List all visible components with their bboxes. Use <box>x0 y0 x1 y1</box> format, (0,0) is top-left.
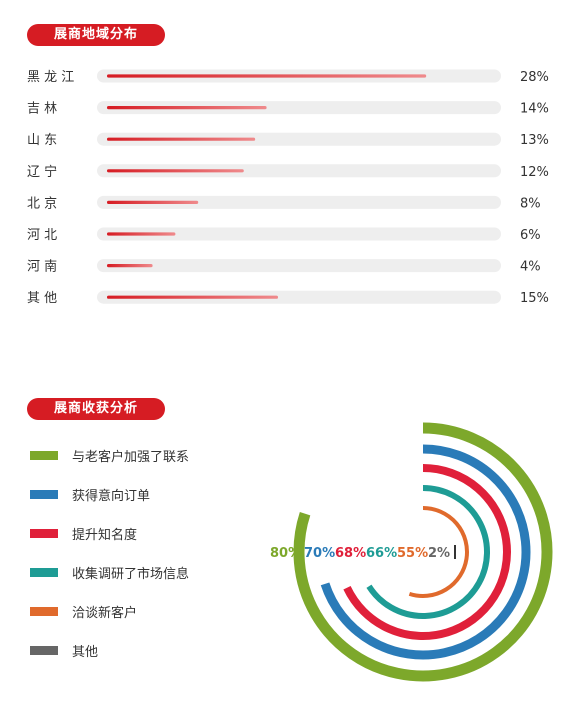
region-bar-track <box>97 132 501 146</box>
legend-swatch <box>30 489 58 499</box>
region-bar <box>107 74 427 78</box>
region-bar-track <box>97 259 501 273</box>
outcome-arc <box>343 464 511 640</box>
region-section-title: 展商地域分布 <box>27 24 165 46</box>
legend-swatch <box>30 567 58 577</box>
region-label: 北 京 <box>27 196 57 211</box>
outcome-arc <box>408 506 469 598</box>
legend-label: 与老客户加强了联系 <box>72 449 190 465</box>
legend-label: 洽谈新客户 <box>72 605 138 621</box>
region-bar-track <box>97 195 501 209</box>
region-bar <box>107 106 267 110</box>
region-value-label: 28% <box>520 70 549 85</box>
legend-item: 提升知名度 <box>30 523 260 543</box>
region-label: 河 南 <box>27 259 57 275</box>
region-bar <box>107 295 278 299</box>
region-label: 其 他 <box>27 291 57 306</box>
region-value-label: 4% <box>520 260 541 275</box>
region-value-label: 13% <box>520 133 549 148</box>
region-bar-track <box>97 290 501 304</box>
outcome-arc <box>293 422 553 682</box>
region-bar <box>107 137 256 141</box>
legend-item: 获得意向订单 <box>30 484 260 504</box>
region-label: 黑 龙 江 <box>27 70 74 85</box>
region-label: 河 北 <box>27 228 57 243</box>
outcome-percent-label: 66% <box>366 546 397 561</box>
legend-swatch <box>30 450 58 460</box>
region-value-label: 14% <box>520 102 549 117</box>
region-bar-chart: 黑 龙 江 28% 吉 林 14% 山 东 13% 辽 宁 12% 北 京 8% 河 北 6% 河 南 4… <box>27 69 549 306</box>
legend-item: 其他 <box>30 640 260 660</box>
region-bar <box>107 200 199 204</box>
region-bar <box>107 169 244 173</box>
outcome-percent-label: 80% <box>270 546 301 561</box>
region-bar <box>107 264 153 268</box>
outcome-arc <box>320 444 531 660</box>
region-label: 山 东 <box>27 133 57 148</box>
region-bar <box>107 232 176 236</box>
legend-swatch <box>30 528 58 538</box>
legend-label: 其他 <box>72 644 99 660</box>
region-bar-track <box>97 164 501 178</box>
region-label: 辽 宁 <box>27 164 57 180</box>
region-bar-track <box>97 101 501 115</box>
region-value-label: 15% <box>520 291 549 306</box>
region-value-label: 8% <box>520 196 541 211</box>
region-bar-track <box>97 227 501 241</box>
outcome-percent-label: 70% <box>304 546 335 561</box>
legend-item: 收集调研了市场信息 <box>30 562 260 582</box>
outcome-percent-label: 68% <box>335 546 366 561</box>
outcome-arc <box>366 485 490 619</box>
outcome-section-title: 展商收获分析 <box>27 398 165 420</box>
legend-swatch <box>30 645 58 655</box>
legend-label: 收集调研了市场信息 <box>72 566 190 582</box>
legend-swatch <box>30 606 58 616</box>
region-label: 吉 林 <box>27 102 57 117</box>
legend-item: 与老客户加强了联系 <box>30 445 260 465</box>
legend-label: 获得意向订单 <box>72 488 151 504</box>
outcome-percent-label: 55% <box>397 546 428 561</box>
legend-label: 提升知名度 <box>72 527 138 543</box>
region-value-label: 12% <box>520 165 549 180</box>
region-value-label: 6% <box>520 228 541 243</box>
outcome-percent-label: 2% <box>428 546 450 561</box>
legend-item: 洽谈新客户 <box>30 601 260 621</box>
